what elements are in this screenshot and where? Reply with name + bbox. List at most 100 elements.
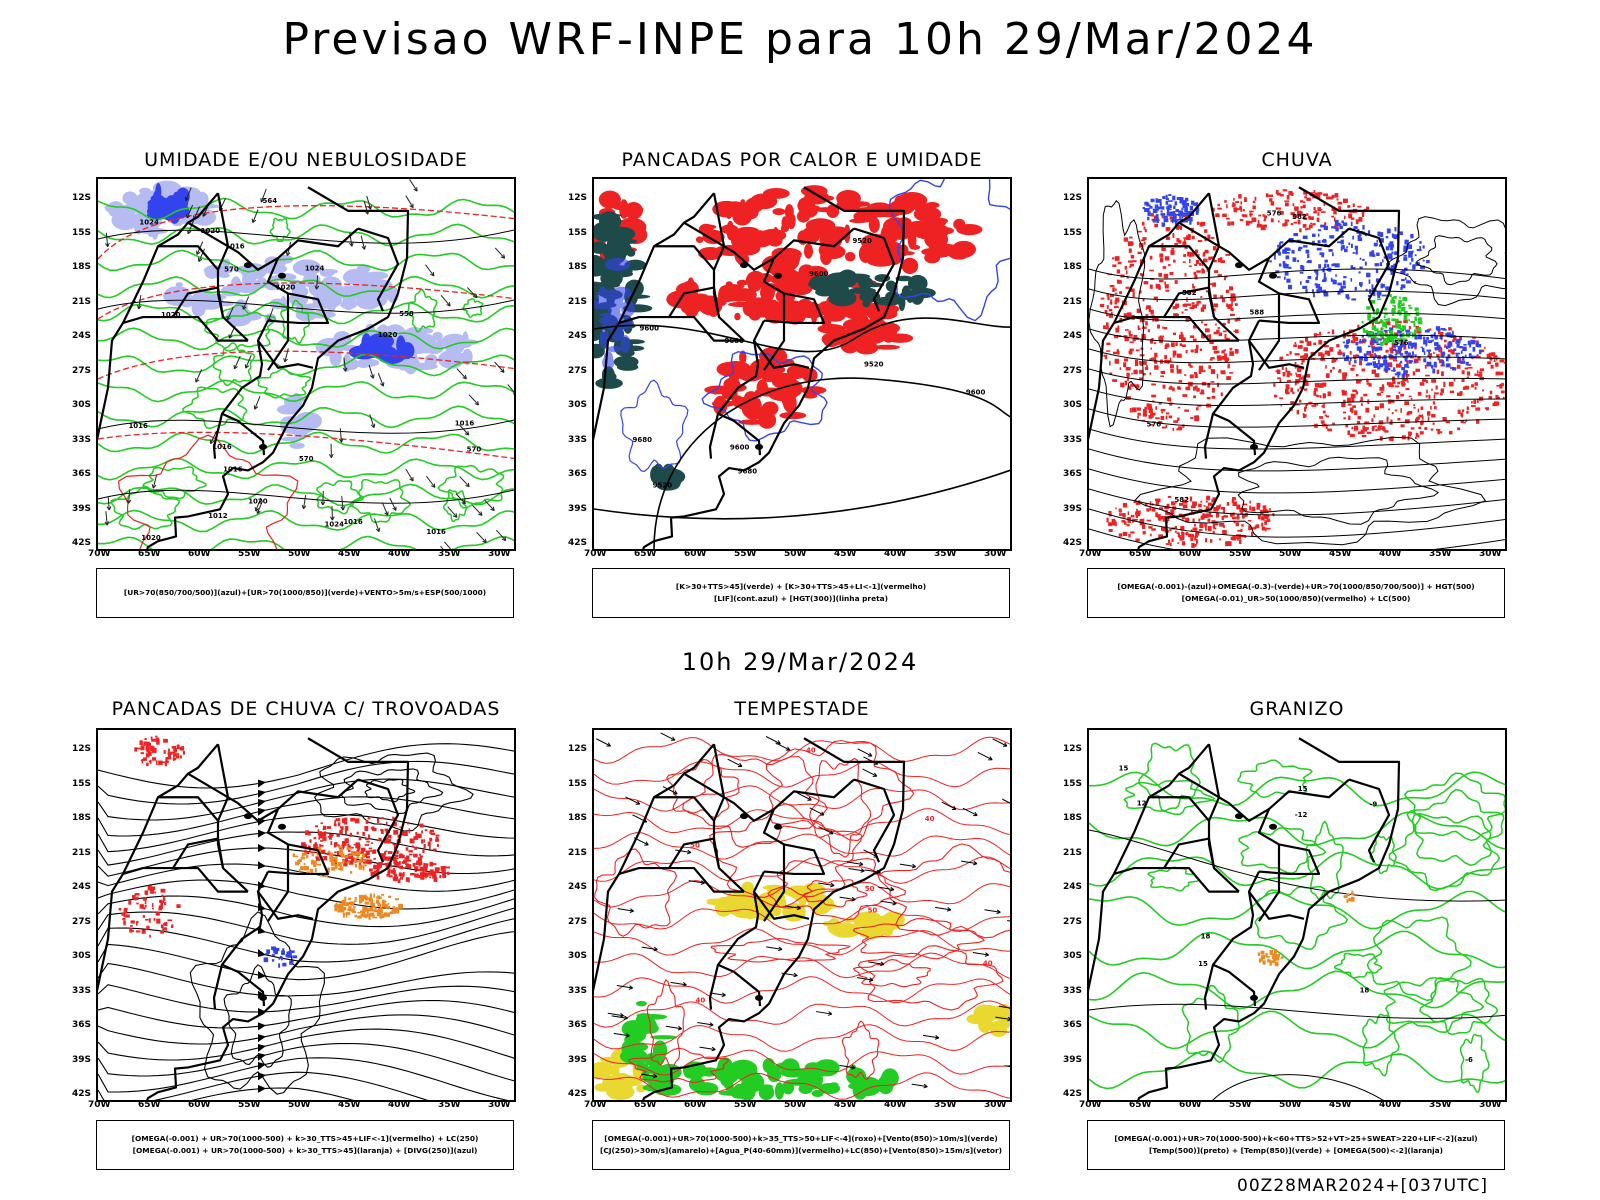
border-line [212, 964, 224, 1010]
border-line [762, 778, 855, 876]
lat-tick-label: 12S [568, 193, 588, 203]
contour-label: 9600 [809, 270, 829, 278]
contour-label: 1016 [225, 243, 245, 251]
legend-line: [K>30+TTS>45](verde) + [K>30+TTS>45+LI<-… [675, 582, 927, 591]
lon-tick-label: 65W [1129, 1100, 1152, 1110]
lat-tick-label: 24S [568, 331, 588, 341]
lon-tick-label: 35W [1429, 549, 1452, 559]
legend-line: [OMEGA(-0.001) + UR>70(1000-500) + k>30_… [131, 1134, 479, 1143]
legend-line: [LIF](cont.azul) + [HGT(300)](linha pret… [714, 594, 888, 603]
contour-label: 588 [1250, 308, 1265, 316]
border-line [853, 778, 896, 863]
lon-tick-label: 50W [784, 1100, 807, 1110]
contour-label: 1020 [378, 331, 398, 339]
lon-tick-label: 30W [488, 549, 511, 559]
lat-tick-label: 33S [72, 434, 92, 445]
border-line [1247, 320, 1305, 369]
lon-tick-label: 45W [338, 1100, 361, 1110]
contour-label: 9680 [632, 436, 652, 444]
lon-tick-label: 65W [138, 1100, 161, 1110]
contour-label: 1020 [161, 311, 181, 319]
contour-label: 15 [1298, 785, 1308, 793]
contour-label: 12 [1137, 799, 1147, 807]
lat-tick-label: 27S [1063, 916, 1083, 927]
border-line [220, 340, 266, 456]
lake-mark [774, 823, 782, 830]
legend-line: [OMEGA(-0.001)-(azul)+OMEGA(-0.3)-(verde… [1117, 582, 1475, 591]
run-footer: 00Z28MAR2024+[037UTC] [1237, 1176, 1488, 1196]
contour-label: 1016 [128, 422, 148, 430]
lat-tick-label: 27S [72, 916, 92, 927]
border-line [1113, 743, 1210, 875]
lat-tick-label: 33S [1063, 434, 1083, 445]
lon-tick-label: 60W [684, 1100, 707, 1110]
lat-tick-label: 12S [72, 193, 92, 203]
lake-mark [755, 994, 763, 1001]
lake-mark [244, 262, 252, 269]
contour-label: 9680 [738, 468, 758, 476]
contour-label: 9600 [966, 389, 986, 397]
border-line [1149, 796, 1210, 822]
border-line [618, 192, 715, 324]
panel-title-tempestade: TEMPESTADE [734, 698, 870, 720]
border-line [1207, 743, 1240, 893]
contour-label: 582 [1174, 496, 1189, 504]
lat-tick-label: 36S [1063, 469, 1083, 479]
lat-tick-label: 27S [568, 916, 588, 927]
lon-tick-label: 60W [1179, 1100, 1202, 1110]
lat-tick-label: 12S [1063, 193, 1083, 203]
contour-label: -9 [1370, 800, 1378, 808]
border-line [618, 743, 715, 875]
map-panel-pancadas-por-calor-e-umidade: 9680 9600 9680 9680 9600 9520 9600 9520 9600 9520 [592, 177, 1012, 551]
lat-tick-label: 30S [568, 951, 588, 961]
lake-mark [1235, 813, 1243, 820]
border-line [683, 772, 775, 822]
legend-umidade-e-ou-nebulosidade: [UR>70(850/700/500)](azul)+[UR>70(1000/8… [96, 568, 514, 618]
legend-pancadas-por-calor-e-umidade: [K>30+TTS>45](verde) + [K>30+TTS>45+LI<-… [592, 568, 1010, 618]
legend-chuva: [OMEGA(-0.001)-(azul)+OMEGA(-0.3)-(verde… [1087, 568, 1505, 618]
lat-tick-label: 36S [72, 469, 92, 479]
contour-label: 1016 [426, 528, 446, 536]
lon-tick-label: 45W [834, 549, 857, 559]
border-line [220, 891, 266, 1007]
lon-tick-label: 30W [984, 549, 1007, 559]
border-line [1247, 871, 1305, 920]
lon-tick-label: 45W [1329, 549, 1352, 559]
lat-tick-label: 30S [72, 951, 92, 961]
contour-label: 558 [399, 310, 414, 318]
border-line [1178, 221, 1270, 271]
map-panel-granizo: 18 15 15 -6 12 -9 -12 15 18 [1087, 728, 1507, 1102]
lat-tick-label: 21S [72, 847, 92, 858]
lat-tick-label: 42S [72, 1089, 92, 1099]
contour-label: 50 [868, 907, 878, 915]
lat-tick-label: 33S [568, 434, 588, 445]
border-line [712, 743, 745, 893]
contour-label: 18 [1201, 932, 1211, 940]
lat-tick-label: 39S [72, 503, 92, 514]
contour-label: 18 [1360, 986, 1370, 994]
border-line [594, 315, 669, 441]
lon-tick-label: 55W [238, 1100, 261, 1110]
border-line [212, 413, 224, 459]
map-layers: 588 582 582 576 582 576 576 [1089, 186, 1505, 549]
border-line [708, 413, 720, 459]
coastline [146, 737, 410, 1100]
contour-label: 1024 [305, 265, 325, 273]
border-line [256, 871, 314, 920]
lat-tick-label: 15S [72, 227, 92, 238]
legend-tempestade: [OMEGA(-0.001)+UR>70(1000-500)+k>35_TTS>… [592, 1120, 1010, 1170]
lat-tick-label: 27S [568, 365, 588, 376]
lat-tick-label: 18S [72, 262, 92, 272]
legend-line: [CJ(250)>30m/s](amarelo)+[Agua_P(40-60mm… [600, 1146, 1002, 1155]
lat-tick-label: 18S [568, 813, 588, 823]
border-line [357, 778, 400, 863]
border-line [1203, 964, 1215, 1010]
panel-title-granizo: GRANIZO [1249, 698, 1345, 720]
lat-tick-label: 30S [1063, 400, 1083, 410]
legend-line: [Temp(500)](preto) + [Temp(850)](verde) … [1148, 1146, 1444, 1155]
lon-tick-label: 55W [238, 549, 261, 559]
contour-label: 1016 [343, 518, 363, 526]
lon-tick-label: 45W [1329, 1100, 1352, 1110]
border-line [1149, 245, 1210, 271]
